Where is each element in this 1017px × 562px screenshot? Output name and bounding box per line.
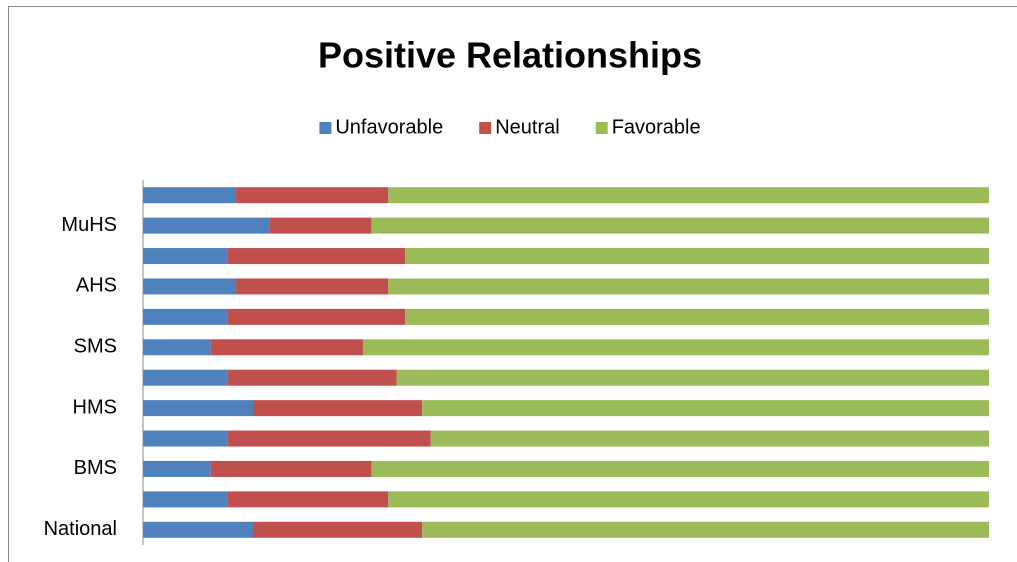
y-tick-label: HMS (73, 396, 117, 418)
bar-segment (236, 187, 389, 204)
y-tick-label: AHS (76, 275, 117, 297)
legend-label: Favorable (612, 116, 701, 138)
bar-segment (269, 217, 372, 234)
bar-segment (252, 400, 423, 417)
bar-segment (388, 278, 990, 295)
bar-segment (405, 308, 989, 325)
bar-segment (362, 339, 990, 356)
bar-segment (143, 339, 211, 356)
bar-segment (143, 521, 253, 538)
legend-label: Neutral (495, 116, 559, 138)
bar-segment (143, 187, 237, 204)
bar-segment (430, 430, 989, 447)
bar-segment (210, 460, 372, 477)
bar-segment (422, 400, 989, 417)
y-tick-label: MuHS (61, 214, 117, 236)
bar-segment (371, 217, 989, 234)
y-tick-label: BMS (74, 457, 117, 479)
bar-segment (422, 521, 989, 538)
legend-swatch (479, 122, 492, 134)
bar-segment (143, 248, 228, 265)
bar-segment (227, 308, 406, 325)
bar-segment (143, 491, 228, 508)
bar-segment (405, 248, 989, 265)
bar-segment (210, 339, 363, 356)
bar-segment (227, 430, 431, 447)
bar-segment (143, 308, 228, 325)
chart-title: Positive Relationships (318, 35, 702, 76)
bar-segment (388, 491, 990, 508)
bar-segment (396, 369, 989, 386)
legend-label: Unfavorable (335, 116, 443, 138)
bar-segment (143, 369, 228, 386)
bar-segment (143, 460, 211, 477)
legend-swatch (319, 122, 332, 134)
y-tick-label: SMS (74, 336, 117, 358)
bar-segment (371, 460, 989, 477)
bar-segment (252, 521, 423, 538)
bar-segment (143, 400, 253, 417)
bar-segment (227, 369, 397, 386)
y-tick-label: National (44, 518, 117, 540)
bar-segment (143, 430, 228, 447)
legend-swatch (595, 122, 608, 134)
bar-segment (236, 278, 389, 295)
bar-segment (143, 278, 237, 295)
bar-segment (227, 248, 406, 265)
bar-segment (388, 187, 990, 204)
bar-segment (227, 491, 389, 508)
bar-segment (143, 217, 270, 234)
